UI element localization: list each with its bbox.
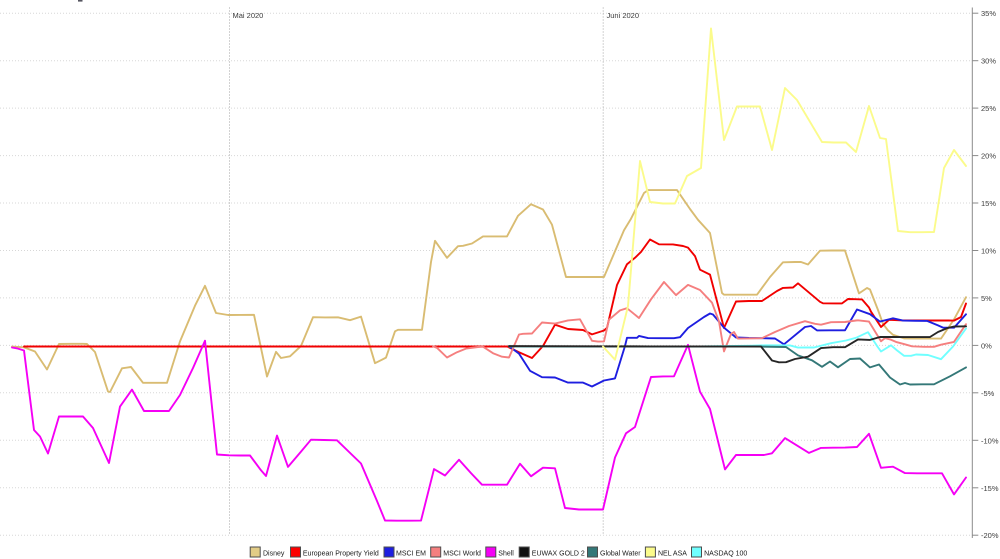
svg-text:EUWAX GOLD 2: EUWAX GOLD 2 (532, 551, 585, 558)
svg-text:Global Water: Global Water (600, 551, 641, 558)
svg-text:Shell: Shell (498, 551, 514, 558)
svg-text:-15%: -15% (981, 484, 999, 493)
svg-text:MSCI World: MSCI World (443, 551, 481, 558)
svg-text:0%: 0% (981, 341, 992, 350)
svg-text:35%: 35% (981, 9, 996, 18)
svg-text:Mai 2020: Mai 2020 (233, 11, 264, 20)
svg-text:NEL ASA: NEL ASA (658, 551, 687, 558)
svg-text:European Property Yield: European Property Yield (303, 551, 379, 558)
svg-text:-20%: -20% (981, 531, 999, 540)
svg-text:5%: 5% (981, 294, 992, 303)
svg-text:-5%: -5% (981, 389, 995, 398)
svg-text:20%: 20% (981, 152, 996, 161)
svg-text:Juni 2020: Juni 2020 (607, 11, 640, 20)
svg-text:30%: 30% (981, 57, 996, 66)
svg-text:NASDAQ 100: NASDAQ 100 (704, 551, 747, 558)
svg-text:Disney: Disney (263, 551, 285, 558)
svg-text:MSCI EM: MSCI EM (396, 551, 426, 558)
svg-text:15%: 15% (981, 199, 996, 208)
svg-text:-10%: -10% (981, 436, 999, 445)
svg-text:10%: 10% (981, 247, 996, 256)
svg-text:25%: 25% (981, 104, 996, 113)
